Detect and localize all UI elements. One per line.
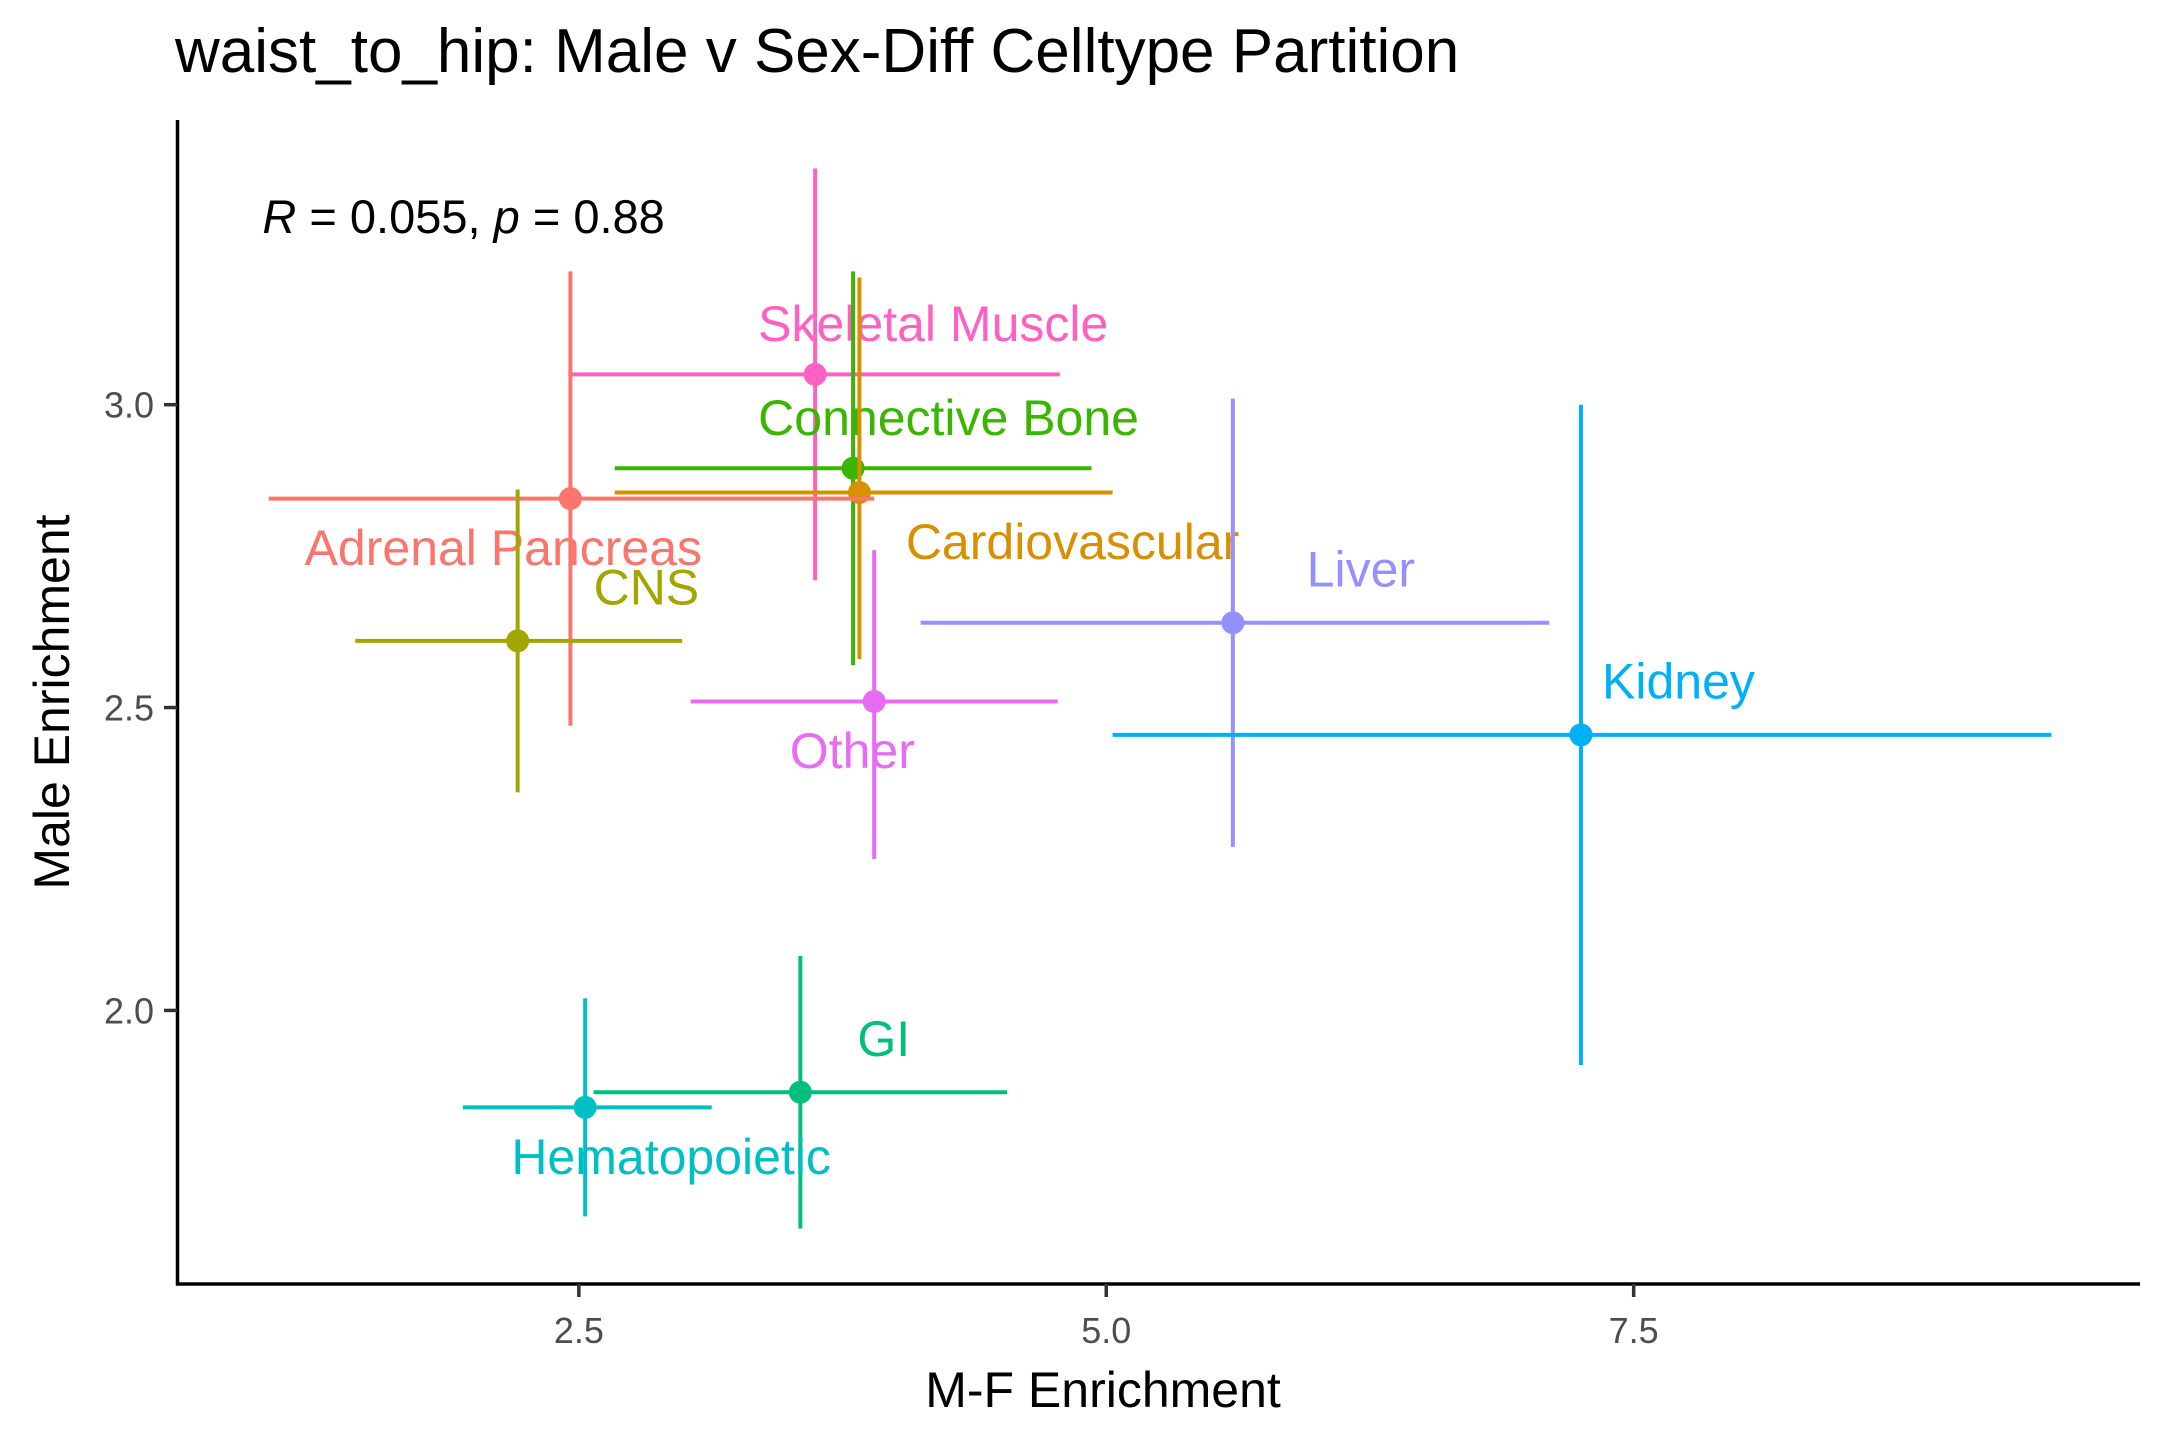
data-point [506, 629, 530, 653]
r-label: R [262, 190, 296, 243]
r-value: = 0.055, [296, 190, 493, 243]
data-point [1221, 611, 1245, 635]
data-point [1569, 723, 1593, 747]
point-group-gi: GI [593, 955, 1008, 1229]
data-point [803, 362, 827, 386]
data-point [788, 1080, 812, 1104]
point-label: CNS [594, 560, 700, 616]
point-group-adrenal-pancreas: Adrenal Pancreas [268, 271, 875, 726]
y-tick-label: 2.0 [104, 990, 154, 1031]
y-ticks: 2.0 2.5 3.0 [104, 385, 177, 1031]
point-label: GI [857, 1011, 910, 1067]
y-tick-label: 3.0 [104, 385, 154, 426]
point-label: Skeletal Muscle [758, 296, 1108, 352]
point-group-liver: Liver [920, 398, 1550, 847]
chart-title: waist_to_hip: Male v Sex-Diff Celltype P… [174, 17, 1459, 86]
point-label: Connective Bone [758, 390, 1139, 446]
point-label: Other [790, 723, 915, 779]
data-point [573, 1095, 597, 1119]
x-ticks: 2.5 5.0 7.5 [554, 1284, 1659, 1351]
x-axis-title: M-F Enrichment [925, 1362, 1281, 1418]
x-tick-label: 7.5 [1609, 1310, 1659, 1351]
point-label: Liver [1307, 541, 1415, 597]
p-value: = 0.88 [520, 190, 665, 243]
y-tick-label: 2.5 [104, 688, 154, 729]
x-tick-label: 2.5 [554, 1310, 604, 1351]
point-group-connective-bone: Connective Bone [614, 271, 1139, 666]
p-label: p [492, 190, 520, 243]
point-group-kidney: Kidney [1112, 404, 2052, 1065]
correlation-annotation: R = 0.055, p = 0.88 [262, 190, 664, 243]
point-label: Kidney [1602, 653, 1755, 709]
point-group-other: Other [690, 550, 1058, 859]
data-point [862, 690, 886, 713]
x-tick-label: 5.0 [1081, 1310, 1131, 1351]
point-group-skeletal-muscle: Skeletal Muscle [568, 168, 1108, 581]
point-group-hematopoietic: Hematopoietic [462, 998, 831, 1217]
point-group-cardiovascular: Cardiovascular [614, 277, 1239, 660]
data-point [558, 487, 582, 511]
y-axis-title: Male Enrichment [24, 514, 80, 889]
plot-layer: Skeletal Muscle Connective Bone Cardiovasc… [268, 168, 2052, 1229]
point-label: Cardiovascular [906, 514, 1239, 570]
point-group-cns: CNS [355, 489, 700, 793]
point-label: Adrenal Pancreas [305, 520, 702, 576]
point-label: Hematopoietic [511, 1129, 831, 1185]
